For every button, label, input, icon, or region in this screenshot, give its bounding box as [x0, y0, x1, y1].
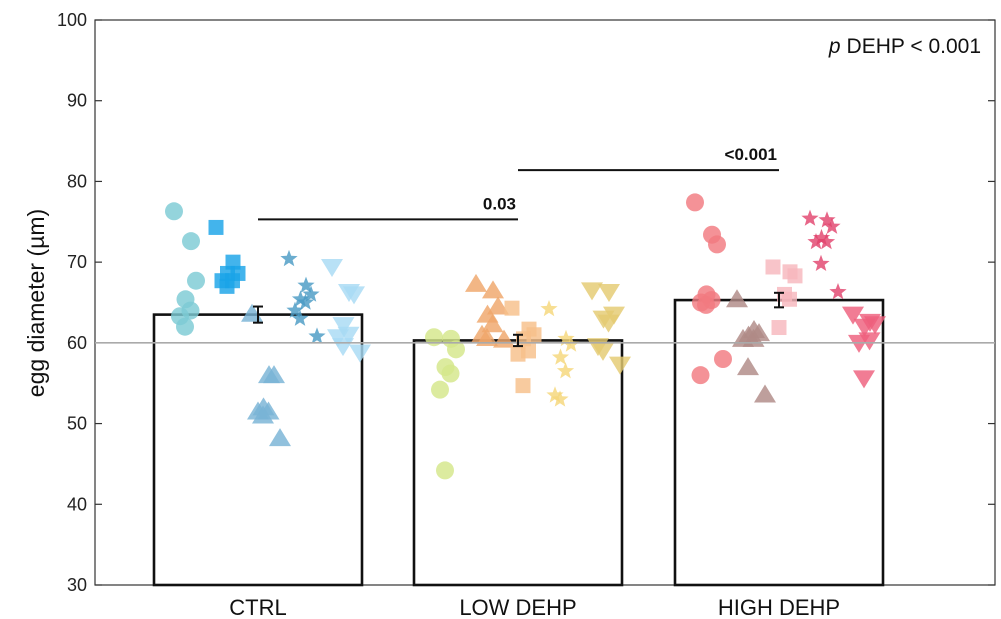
data-point-star	[807, 233, 825, 250]
data-point-star	[291, 309, 309, 326]
data-point-square	[515, 378, 531, 394]
comparison-label: <0.001	[725, 145, 777, 164]
data-point-triangle-up	[476, 328, 498, 347]
data-point-star	[812, 254, 830, 271]
data-point-star	[302, 285, 320, 302]
data-point-triangle-up	[493, 329, 515, 348]
data-point-square	[782, 291, 797, 307]
data-point-square	[219, 278, 235, 294]
data-point-circle	[686, 193, 704, 212]
data-point-triangle-up	[263, 365, 285, 384]
data-point-square	[510, 346, 526, 362]
y-tick-label: 40	[67, 494, 87, 514]
overlays: 0.03 <0.001	[95, 145, 995, 348]
data-point-triangle-down	[592, 342, 614, 361]
data-point-square	[765, 259, 781, 275]
significance-annotation: p DEHP < 0.001	[828, 35, 981, 58]
y-tick-label: 100	[57, 10, 87, 30]
data-point-circle	[436, 461, 454, 480]
data-point-star	[817, 233, 836, 250]
data-point-circle	[447, 340, 465, 359]
data-point-triangle-down	[581, 282, 603, 301]
data-point-triangle-up	[726, 289, 748, 308]
data-point-star	[801, 209, 819, 226]
data-point-triangle-up	[754, 384, 776, 403]
data-point-triangle-up	[269, 428, 291, 447]
bar	[152, 313, 364, 587]
data-point-star	[280, 249, 298, 267]
comparison-label: 0.03	[483, 194, 516, 213]
data-point-circle	[708, 235, 726, 254]
data-points	[165, 193, 886, 480]
data-point-triangle-down	[609, 356, 631, 375]
data-point-triangle-up	[482, 280, 504, 299]
y-tick-label: 90	[67, 91, 87, 111]
data-point-triangle-down	[848, 334, 870, 353]
data-point-triangle-down	[343, 286, 365, 305]
data-point-star	[546, 386, 564, 403]
data-point-circle	[691, 366, 710, 385]
y-tick-label: 80	[67, 171, 87, 191]
y-tick-label: 30	[67, 575, 87, 595]
data-point-circle	[714, 350, 732, 368]
data-point-star	[540, 300, 558, 317]
data-point-square	[504, 300, 520, 316]
data-point-triangle-up	[465, 273, 487, 292]
data-point-circle	[441, 364, 460, 383]
data-point-circle	[182, 232, 200, 251]
data-point-star	[829, 283, 847, 300]
data-point-circle	[187, 271, 205, 290]
data-point-triangle-down	[597, 314, 620, 333]
data-point-star	[823, 217, 841, 234]
data-point-square	[771, 320, 787, 336]
x-tick-label: LOW DEHP	[459, 595, 576, 619]
bar	[673, 298, 885, 587]
data-point-triangle-down	[598, 284, 620, 303]
data-point-triangle-down	[321, 258, 343, 277]
data-point-star	[812, 228, 831, 246]
data-point-star	[297, 276, 315, 293]
data-point-star	[551, 348, 570, 365]
data-point-triangle-down	[842, 306, 864, 325]
data-point-triangle-up	[487, 296, 509, 315]
data-point-star	[557, 329, 575, 347]
p-symbol: p	[828, 35, 841, 58]
data-point-star	[551, 390, 569, 407]
data-point-circle	[431, 380, 449, 399]
data-point-triangle-up	[481, 314, 504, 333]
data-point-square	[787, 268, 803, 284]
data-point-star	[308, 327, 326, 344]
y-tick-label: 60	[67, 333, 87, 353]
x-tick-label: CTRL	[229, 595, 286, 619]
data-point-circle	[425, 328, 443, 347]
p-value-text: DEHP < 0.001	[847, 35, 981, 58]
y-axis-label: egg diameter (µm)	[23, 209, 49, 397]
data-point-triangle-down	[853, 370, 875, 389]
data-point-circle	[165, 202, 183, 221]
data-point-star	[556, 362, 575, 379]
data-point-triangle-down	[349, 344, 371, 363]
data-point-square	[208, 219, 224, 235]
data-point-square	[225, 254, 241, 270]
data-point-triangle-down	[853, 318, 876, 337]
data-point-star	[291, 290, 310, 307]
data-point-circle	[697, 295, 715, 314]
x-tick-label: HIGH DEHP	[718, 595, 840, 619]
data-point-triangle-up	[737, 357, 759, 376]
data-point-star	[296, 293, 315, 310]
y-tick-label: 50	[67, 414, 87, 434]
data-point-star	[286, 301, 304, 318]
data-point-triangle-down	[332, 317, 355, 336]
data-point-circle	[176, 317, 194, 336]
data-point-triangle-up	[252, 405, 274, 424]
y-tick-label: 70	[67, 252, 87, 272]
data-point-star	[818, 211, 836, 228]
